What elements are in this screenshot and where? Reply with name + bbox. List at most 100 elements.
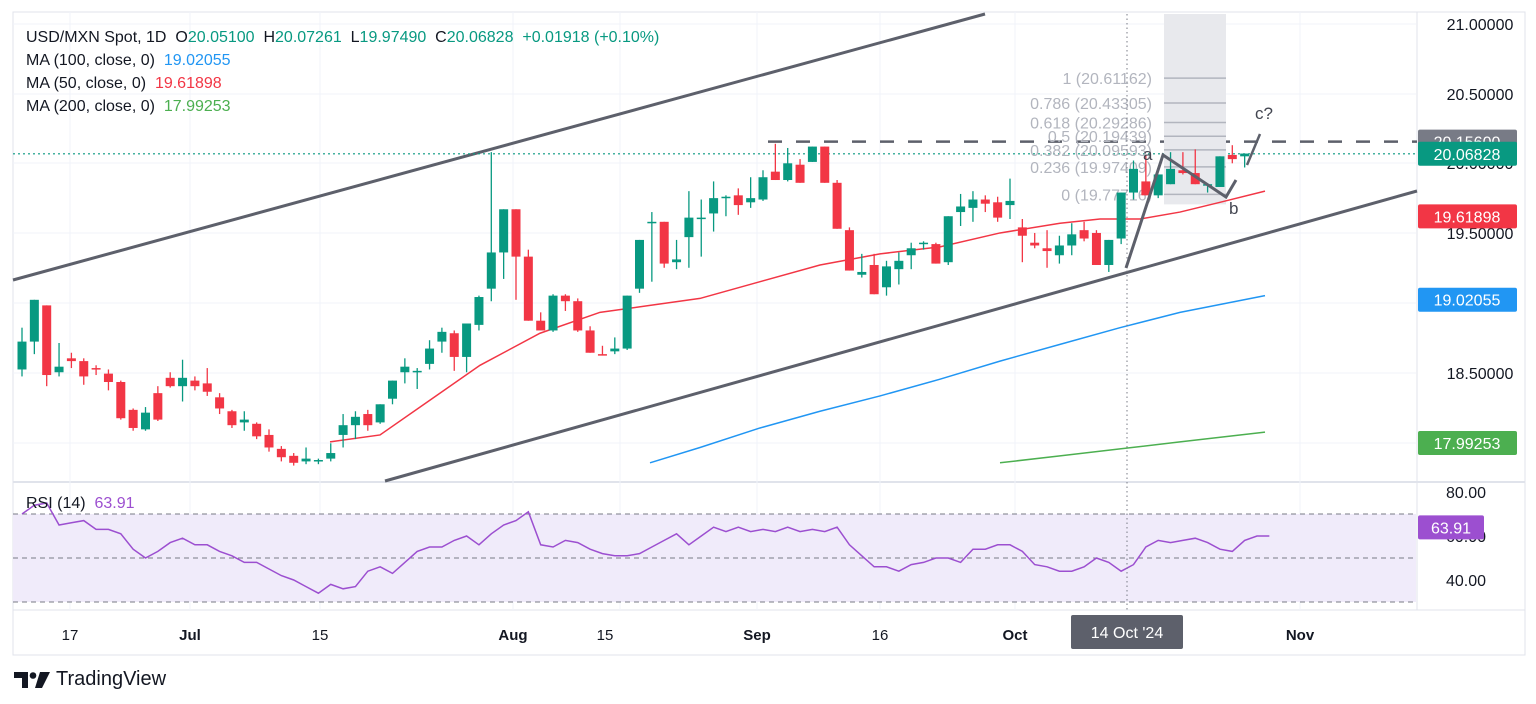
candle-down xyxy=(66,352,76,369)
time-axis[interactable]: 17 Jul 15 Aug 15 Sep 16 Oct Nov 14 Oct '24 xyxy=(62,615,1315,649)
candle-body xyxy=(795,164,805,183)
rsi-tick-label: 40.00 xyxy=(1446,573,1486,590)
candle-body xyxy=(894,260,904,270)
candle-down xyxy=(252,422,262,440)
symbol-label[interactable]: USD/MXN Spot, 1D xyxy=(26,29,167,46)
abc-wave-line[interactable] xyxy=(1124,152,1238,269)
candle-down xyxy=(42,305,52,387)
candle-body xyxy=(202,383,212,392)
candle-body xyxy=(1079,230,1089,239)
candle-body xyxy=(709,198,719,214)
candle-body xyxy=(412,370,422,373)
candle-body xyxy=(276,448,286,458)
candle-down xyxy=(91,365,101,376)
price-axis[interactable]: 21.0000020.5000020.0000019.5000018.50000… xyxy=(1418,17,1517,590)
rsi-legend[interactable]: RSI (14) 63.91 xyxy=(26,495,135,513)
time-label: 15 xyxy=(312,627,329,644)
candle-body xyxy=(721,196,731,199)
candle-down xyxy=(1042,230,1052,268)
c-wave-projection[interactable] xyxy=(1245,133,1262,166)
candle-body xyxy=(573,301,583,331)
fib-level-label: 0.786 (20.43305) xyxy=(1030,96,1152,113)
upper-channel-line[interactable] xyxy=(12,12,986,282)
candle-up xyxy=(1067,223,1077,256)
candle-down xyxy=(536,312,546,331)
candle-up xyxy=(1215,156,1225,187)
ma200-line xyxy=(999,431,1266,464)
candle-up xyxy=(919,241,929,250)
candle-down xyxy=(523,249,533,321)
candle-body xyxy=(647,221,657,224)
candle-body xyxy=(919,242,929,245)
crosshair-date-label: 14 Oct '24 xyxy=(1091,625,1164,642)
candle-body xyxy=(807,146,817,162)
candle-body xyxy=(42,305,52,376)
candle-body xyxy=(1141,181,1151,196)
candle-body xyxy=(1129,168,1138,193)
price-tag-label: 19.61898 xyxy=(1434,209,1501,226)
candle-body xyxy=(980,199,990,204)
candle-up xyxy=(943,216,953,265)
candle-down xyxy=(931,242,941,264)
ma100-legend[interactable]: MA (100, close, 0) 19.02055 xyxy=(26,49,659,72)
candle-body xyxy=(128,409,138,428)
trend-channel[interactable] xyxy=(12,12,1418,483)
candle-down xyxy=(264,429,274,452)
candle-body xyxy=(375,404,385,423)
candle-body xyxy=(1030,242,1040,246)
candle-up xyxy=(54,342,64,377)
candle-up xyxy=(610,337,620,355)
time-label: Aug xyxy=(498,627,527,644)
main-legend: USD/MXN Spot, 1D O20.05100 H20.07261 L19… xyxy=(26,26,659,118)
candle-up xyxy=(758,170,768,201)
candle-down xyxy=(511,209,521,300)
candle-body xyxy=(1067,234,1077,246)
ma50-legend[interactable]: MA (50, close, 0) 19.61898 xyxy=(26,72,659,95)
candle-body xyxy=(1042,248,1052,252)
ma100-line xyxy=(649,294,1266,464)
ohlc-row: USD/MXN Spot, 1D O20.05100 H20.07261 L19… xyxy=(26,26,659,49)
candle-body xyxy=(1017,227,1027,236)
rsi-band xyxy=(13,514,1416,602)
candle-up xyxy=(894,252,904,285)
candle-body xyxy=(1227,154,1237,160)
candle-up xyxy=(1240,153,1250,168)
wave-label-b: b xyxy=(1229,199,1238,218)
time-label: 17 xyxy=(62,627,79,644)
candle-up xyxy=(1005,178,1015,220)
fib-level-label: 0.5 (20.19439) xyxy=(1048,129,1152,146)
candle-body xyxy=(1190,173,1200,185)
candle-body xyxy=(857,271,867,275)
lower-channel-line[interactable] xyxy=(384,189,1418,483)
candle-up xyxy=(684,191,694,268)
candle-up xyxy=(647,212,657,282)
candle-body xyxy=(548,295,558,331)
candle-up xyxy=(1104,239,1114,272)
rsi-tag xyxy=(1418,515,1484,540)
candle-up xyxy=(746,177,756,208)
candle-body xyxy=(672,259,682,263)
candle-up xyxy=(400,358,410,384)
fib-level-label: 0.382 (20.09593) xyxy=(1030,143,1152,160)
annotations[interactable]: a b c? xyxy=(1124,14,1273,610)
price-tick-label: 20.50000 xyxy=(1447,87,1514,104)
crosshair-date-tag xyxy=(1071,615,1183,649)
tradingview-logo[interactable]: TradingView xyxy=(14,668,166,691)
candle-up xyxy=(239,411,249,431)
candle-up xyxy=(906,242,916,270)
candle-up xyxy=(672,239,682,270)
candle-down xyxy=(202,368,212,396)
ma200-legend[interactable]: MA (200, close, 0) 17.99253 xyxy=(26,95,659,118)
candle-body xyxy=(474,297,484,325)
candle-down xyxy=(289,453,299,466)
fib-level-label: 0 (19.77716) xyxy=(1061,187,1152,204)
candle-up xyxy=(696,199,706,257)
candle-up xyxy=(141,407,150,431)
candle-body xyxy=(301,458,311,462)
candle-body xyxy=(215,397,225,409)
candle-body xyxy=(696,217,706,220)
candle-up xyxy=(350,411,360,440)
change-value: +0.01918 (+0.10%) xyxy=(522,29,660,46)
brand-name: TradingView xyxy=(56,668,167,690)
